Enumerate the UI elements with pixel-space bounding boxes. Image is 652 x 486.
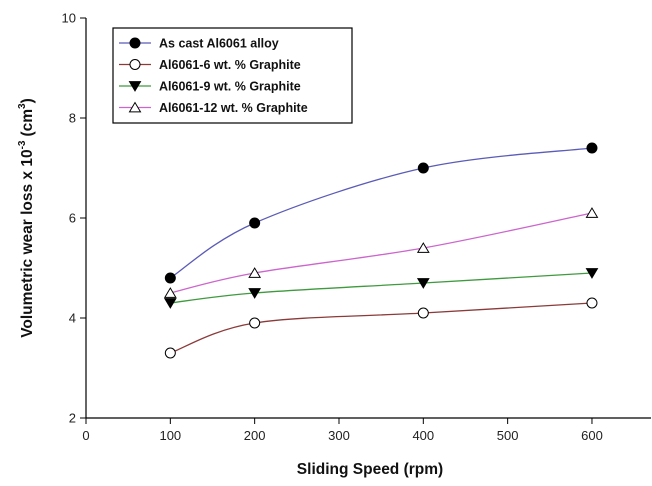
- data-point-series-3: [585, 207, 599, 218]
- data-point-series-0: [586, 142, 598, 154]
- data-point-series-3: [416, 242, 430, 253]
- x-axis-title: Sliding Speed (rpm): [297, 461, 443, 478]
- data-point-series-1: [417, 307, 429, 319]
- y-tick-label: 4: [69, 311, 76, 326]
- data-point-series-1: [164, 347, 176, 359]
- x-tick-label: 600: [581, 428, 603, 443]
- data-point-series-2: [416, 278, 430, 289]
- y-axis-title-unit-exponent: 3: [17, 103, 28, 109]
- data-point-series-0: [164, 272, 176, 284]
- data-point-series-3: [248, 267, 262, 278]
- y-tick-label: 6: [69, 211, 76, 226]
- data-point-series-3: [163, 287, 177, 298]
- y-tick-label: 8: [69, 111, 76, 126]
- legend-marker-0: [129, 37, 141, 49]
- legend-label-0: As cast Al6061 alloy: [159, 37, 279, 51]
- x-tick-label: 300: [328, 428, 350, 443]
- legend-marker-2: [128, 81, 142, 92]
- series-line-3: [170, 212, 593, 294]
- svg-text:Volumetric wear loss x 10-3(cm: Volumetric wear loss x 10-3 (cm3): [17, 98, 36, 338]
- y-axis-title-unit-open: (cm: [19, 109, 36, 137]
- x-tick-label: 100: [159, 428, 181, 443]
- y-tick-label: 10: [62, 11, 76, 26]
- data-point-series-1: [249, 317, 261, 329]
- x-tick-label: 200: [244, 428, 266, 443]
- legend-label-2: Al6061-9 wt. % Graphite: [159, 80, 301, 94]
- x-tick-label: 0: [82, 428, 89, 443]
- legend-marker-3: [128, 101, 142, 113]
- data-point-series-0: [249, 217, 261, 229]
- x-tick-label: 500: [497, 428, 519, 443]
- legend-label-1: Al6061-6 wt. % Graphite: [159, 58, 301, 72]
- legend-marker-1: [129, 59, 141, 70]
- data-point-series-0: [417, 162, 429, 174]
- legend-label-3: Al6061-12 wt. % Graphite: [159, 101, 308, 115]
- data-point-series-2: [585, 268, 599, 279]
- y-axis-title-unit-close: ): [19, 98, 36, 103]
- data-point-series-2: [248, 288, 262, 299]
- y-axis-title-exponent: -3: [17, 140, 28, 149]
- x-tick-label: 400: [412, 428, 434, 443]
- y-tick-label: 2: [69, 411, 76, 426]
- legend: As cast Al6061 alloy Al6061-6 wt. % Graph…: [112, 27, 353, 124]
- series-line-1: [170, 302, 593, 354]
- legend-box: [112, 27, 353, 124]
- data-point-series-1: [586, 297, 598, 309]
- y-axis-title-main: Volumetric wear loss x 10: [19, 149, 36, 337]
- series-line-0: [169, 147, 593, 279]
- y-axis-title: Volumetric wear loss x 10-3 (cm3): [17, 98, 36, 338]
- series-line-2: [170, 272, 593, 304]
- data-point-series-2: [163, 298, 177, 309]
- plot-area: 0 100 200 300 400 500 600 2 4 6 8 10: [62, 11, 651, 443]
